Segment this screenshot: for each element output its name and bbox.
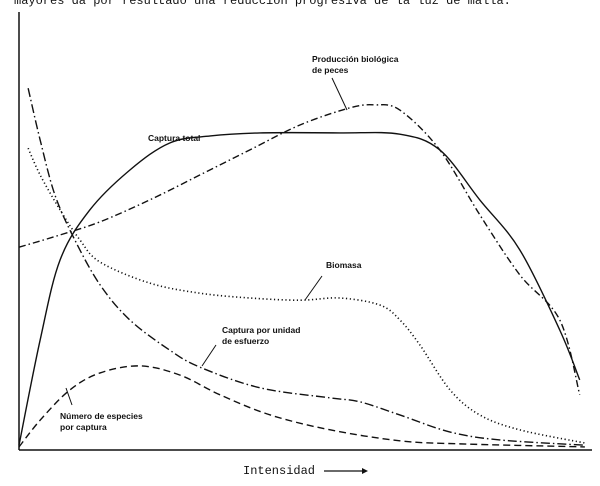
document-top-text: mayores da por resultado una reducción p… [14,0,511,8]
x-axis-label: Intensidad [243,464,315,478]
series-line-2 [27,147,586,444]
arrow-cpue [201,344,217,367]
label-cpue-1: Captura por unidad [222,325,300,335]
series-line-1 [18,103,581,395]
arrow-biomasa [304,275,323,301]
series-line-4 [18,365,585,448]
label-cpue-2: de esfuerzo [222,336,269,346]
label-especies-2: por captura [60,422,107,432]
arrow-especies [65,387,73,406]
label-especies-1: Número de especies [60,411,143,421]
arrow-head-icon [362,468,368,474]
label-captura-total: Captura total [148,133,200,143]
series-line-3 [27,88,585,446]
label-biomasa: Biomasa [326,260,362,270]
label-produccion-1: Producción biológica [312,54,399,64]
label-produccion-2: de peces [312,65,349,75]
arrow-produccion [331,77,348,111]
series-line-0 [18,131,581,446]
